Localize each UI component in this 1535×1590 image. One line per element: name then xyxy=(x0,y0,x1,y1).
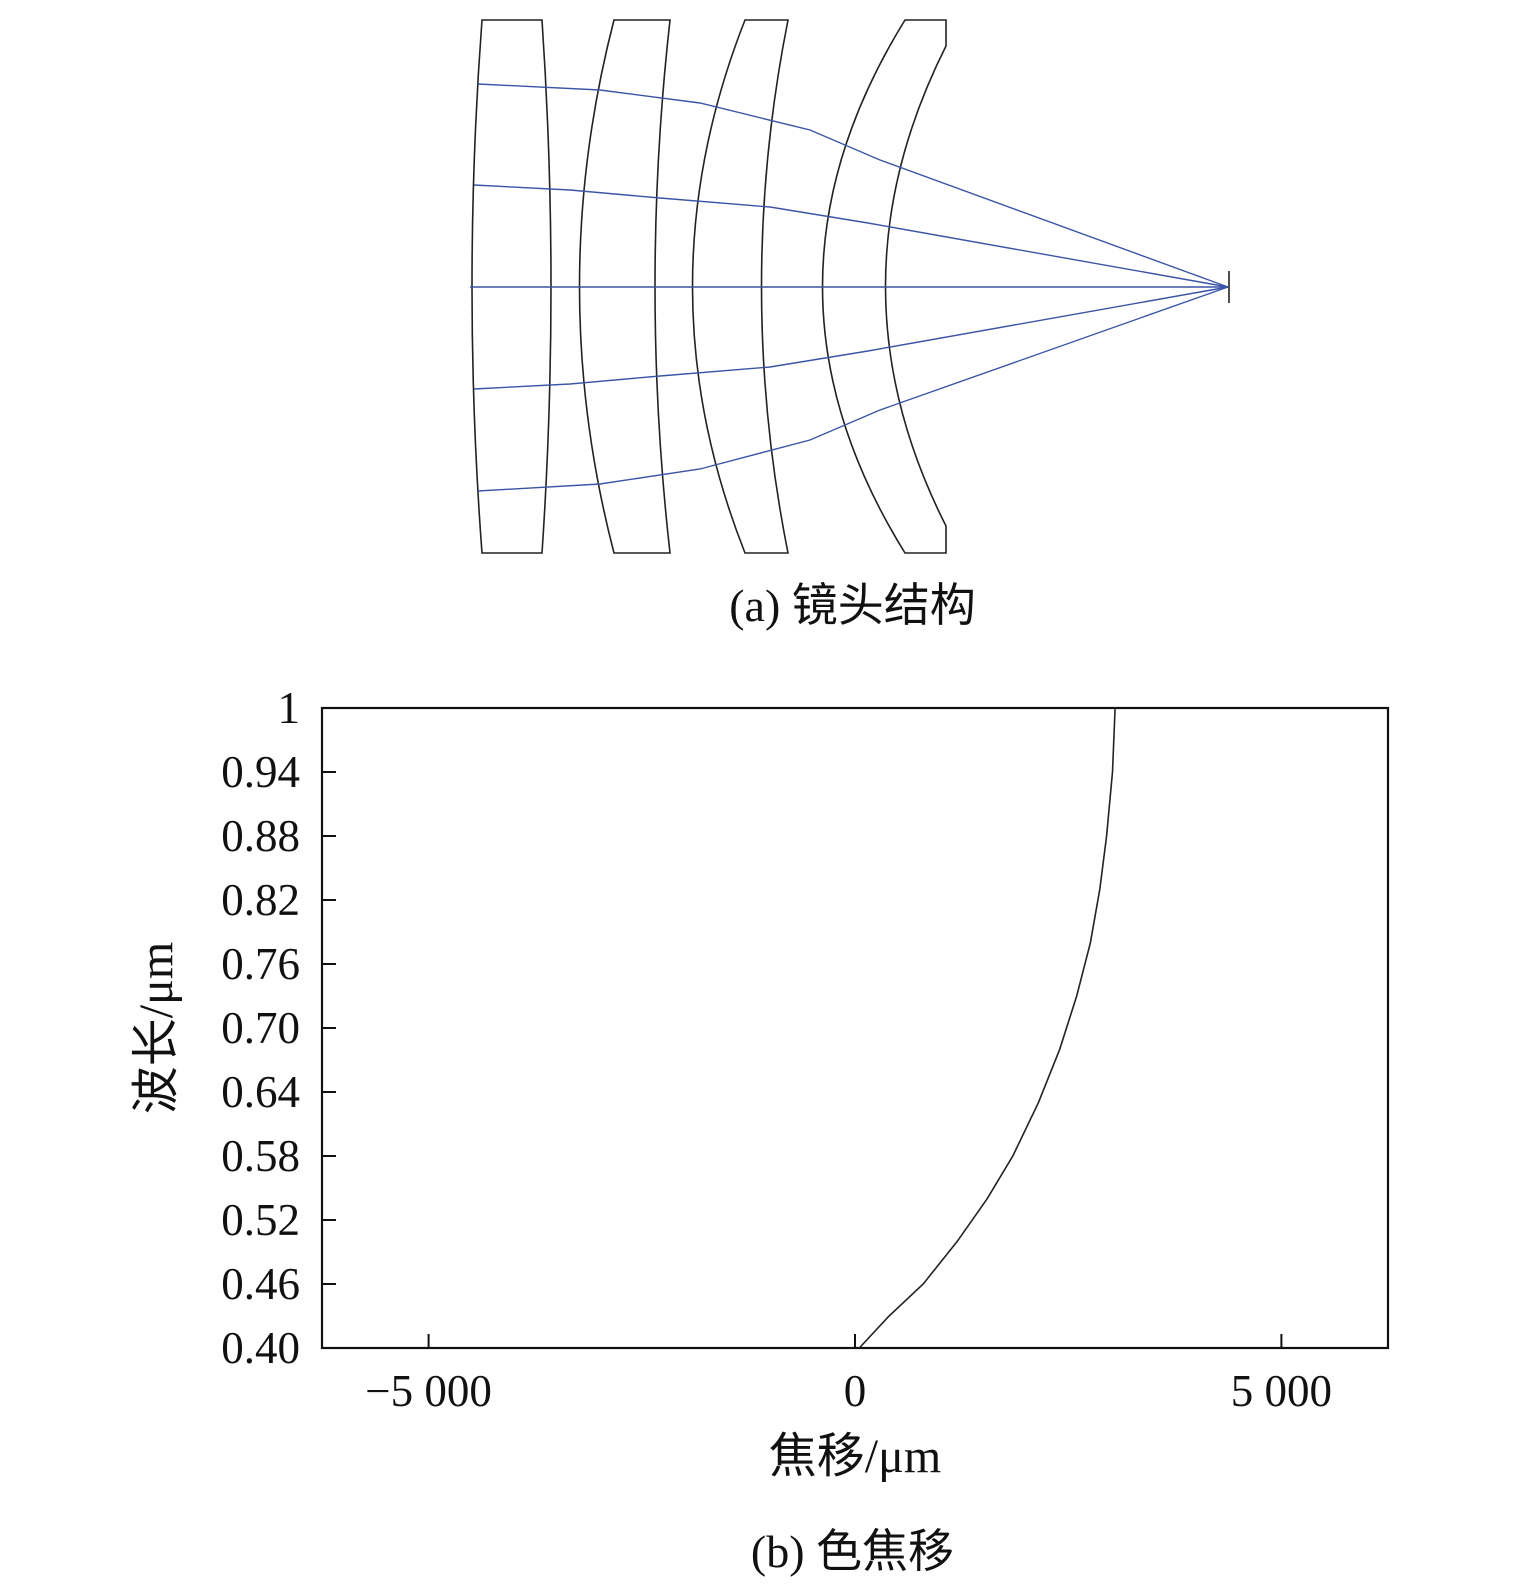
plot-area-border xyxy=(320,706,1390,1350)
y-tick-label: 0.76 xyxy=(221,939,300,989)
y-tick-label: 0.58 xyxy=(221,1131,300,1181)
lens-element-1 xyxy=(471,19,552,554)
caption-lens-structure: (a) 镜头结构 xyxy=(729,580,976,631)
ray-traces xyxy=(470,83,1229,492)
plot-frame xyxy=(320,706,1390,1350)
x-axis-title: 焦移/μm xyxy=(769,1430,941,1483)
lens-element-2 xyxy=(578,19,671,554)
y-tick-label: 0.40 xyxy=(221,1323,300,1373)
lens-elements xyxy=(471,19,947,554)
x-tick-label: 5 000 xyxy=(1231,1366,1332,1416)
focal-shift-curve xyxy=(858,707,1116,1349)
y-tick-label: 0.46 xyxy=(221,1259,300,1309)
ray-5 xyxy=(477,286,1229,492)
y-tick-label: 1 xyxy=(278,683,301,733)
ray-4 xyxy=(473,286,1229,390)
y-tick-label: 0.94 xyxy=(221,747,300,797)
caption-focal-shift: (b) 色焦移 xyxy=(750,1526,955,1577)
x-tick-label: −5 000 xyxy=(365,1366,492,1416)
lens-element-3 xyxy=(691,19,789,554)
ray-1 xyxy=(477,83,1229,288)
y-axis-title: 波长/μm xyxy=(130,942,183,1114)
y-tick-label: 0.88 xyxy=(221,811,300,861)
y-axis-ticks: 0.40 0.46 0.52 0.58 0.64 0.70 0.76 0.82 0.88 0.94… xyxy=(221,683,336,1373)
series-layer xyxy=(858,707,1116,1349)
lens-structure-diagram xyxy=(470,19,1230,554)
ray-2 xyxy=(473,184,1229,288)
x-tick-label: 0 xyxy=(844,1366,867,1416)
y-tick-label: 0.82 xyxy=(221,875,300,925)
y-tick-label: 0.70 xyxy=(221,1003,300,1053)
lens-element-4 xyxy=(821,19,947,554)
x-axis-ticks: −5 000 0 5 000 xyxy=(365,1334,1332,1416)
y-tick-label: 0.52 xyxy=(221,1195,300,1245)
y-tick-label: 0.64 xyxy=(221,1067,300,1117)
